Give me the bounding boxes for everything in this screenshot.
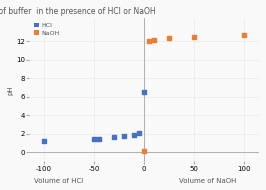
Point [242, 34, 246, 37]
Point [92, 138, 96, 141]
Point [122, 134, 126, 137]
Point [137, 131, 141, 134]
Text: Volume of NaOH: Volume of NaOH [179, 178, 236, 184]
Point [167, 37, 171, 40]
Point [192, 35, 196, 38]
Point [97, 138, 101, 141]
Point [132, 133, 136, 136]
Point [147, 40, 151, 43]
Text: pH change of buffer  in the presence of HCl or NaOH: pH change of buffer in the presence of H… [0, 7, 156, 16]
Point [142, 149, 146, 152]
Text: Volume of HCl: Volume of HCl [34, 178, 83, 184]
Point [42, 140, 46, 143]
Y-axis label: pH: pH [7, 85, 13, 95]
Point [152, 39, 156, 42]
Point [142, 91, 146, 94]
Point [112, 136, 116, 139]
Legend: HCl, NaOH: HCl, NaOH [34, 23, 60, 36]
